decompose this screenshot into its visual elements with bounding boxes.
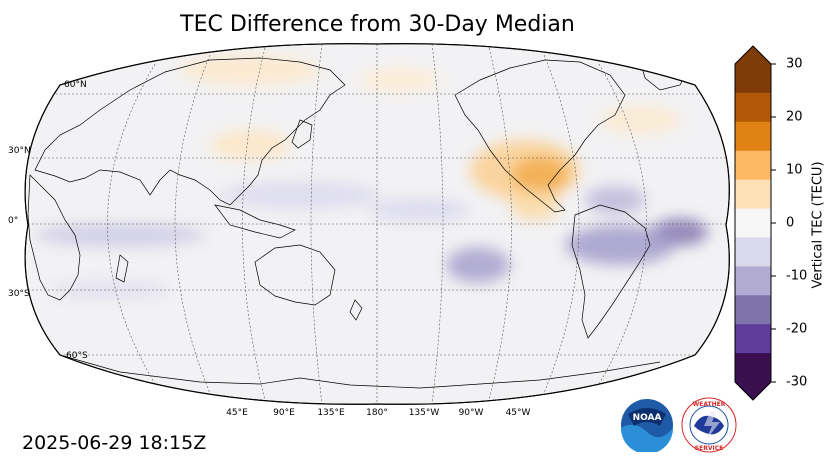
colorbar-ticks: [771, 63, 776, 383]
anomaly-atlantic-positive: [600, 106, 680, 134]
colorbar-bands: [735, 46, 771, 400]
colorbar-band: [735, 266, 771, 296]
lon-label-180: 180°: [366, 408, 388, 418]
colorbar-band: [735, 295, 771, 325]
anomaly-south-pacific-negative: [446, 247, 510, 283]
antarctica-outline: [59, 354, 661, 389]
madagascar-outline: [115, 254, 129, 283]
coastlines: [27, 54, 691, 389]
lon-label-45e: 45°E: [226, 408, 248, 418]
north-america-outline: [454, 59, 626, 213]
colorbar-cap-top: [735, 46, 771, 64]
eurasia-outline: [34, 57, 346, 206]
colorbar-band: [735, 353, 771, 383]
anomaly-siberia-positive: [180, 55, 320, 85]
nws-logo: WEATHER SERVICE: [681, 397, 737, 453]
lat-label-60s: 60°S: [66, 351, 88, 361]
south-america-outline: [571, 204, 651, 339]
colorbar-band: [735, 179, 771, 210]
lon-label-90e: 90°E: [273, 408, 295, 418]
colorbar-tick-0: 0: [786, 215, 795, 231]
lon-label-90w: 90°W: [458, 408, 484, 418]
graticule: [25, 43, 730, 405]
colorbar-band: [735, 64, 771, 94]
anomaly-west-pacific-negative: [220, 181, 380, 209]
colorbar: [734, 45, 776, 401]
colorbar-band: [735, 121, 771, 152]
colorbar-tick-neg10: -10: [786, 268, 808, 284]
new-zealand-outline: [349, 299, 363, 321]
anomaly-south-america-negative: [565, 225, 675, 265]
australia-outline: [254, 244, 336, 306]
lon-label-45w: 45°W: [505, 408, 531, 418]
colorbar-band: [735, 92, 771, 123]
lon-label-135e: 135°E: [317, 408, 345, 418]
anomaly-central-pacific-negative: [370, 198, 470, 222]
svg-text:WEATHER: WEATHER: [693, 401, 726, 408]
colorbar-tick-10: 10: [786, 162, 803, 178]
globe-border: [24, 43, 730, 405]
lat-label-30s: 30°S: [8, 289, 30, 299]
colorbar-tick-neg20: -20: [786, 321, 808, 337]
colorbar-tick-30: 30: [786, 56, 803, 72]
noaa-logo: NOAA: [621, 399, 673, 452]
lat-label-30n: 30°N: [8, 146, 31, 156]
colorbar-cap-bottom: [735, 382, 771, 400]
lon-label-135w: 135°W: [408, 408, 440, 418]
timestamp: 2025-06-29 18:15Z: [22, 432, 207, 454]
anomaly-central-america-positive: [510, 190, 560, 220]
anomaly-north-pacific-positive: [360, 68, 440, 92]
tec-anomaly-field: [35, 55, 708, 300]
colorbar-tick-20: 20: [786, 109, 803, 125]
anomaly-china-positive: [210, 130, 290, 160]
indonesia-outline: [214, 204, 296, 239]
colorbar-band: [735, 208, 771, 238]
colorbar-band: [735, 237, 771, 267]
svg-text:SERVICE: SERVICE: [695, 445, 723, 452]
svg-text:NOAA: NOAA: [633, 413, 662, 423]
lat-label-0: 0°: [8, 216, 19, 226]
colorbar-label: Vertical TEC (TECU): [810, 161, 826, 289]
chart-title: TEC Difference from 30-Day Median: [180, 12, 575, 37]
anomaly-caribbean-negative: [585, 186, 645, 214]
japan-outline: [291, 119, 313, 149]
lat-label-60n: 60°N: [64, 80, 87, 90]
colorbar-band: [735, 150, 771, 181]
anomaly-mexico-positive: [512, 157, 568, 193]
colorbar-band: [735, 324, 771, 354]
anomaly-indian-ocean-negative: [35, 223, 205, 247]
tec-map: [24, 43, 730, 405]
colorbar-tick-neg30: -30: [786, 374, 808, 390]
